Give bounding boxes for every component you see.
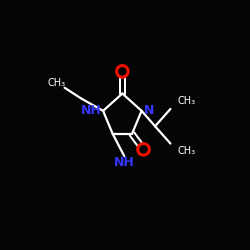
Text: NH: NH [114, 156, 135, 169]
Circle shape [116, 65, 129, 78]
Text: CH₃: CH₃ [48, 78, 66, 88]
Text: CH₃: CH₃ [177, 96, 195, 106]
Text: CH₃: CH₃ [177, 146, 195, 156]
Circle shape [137, 142, 150, 156]
Text: NH: NH [80, 104, 101, 117]
Text: N: N [144, 104, 154, 117]
